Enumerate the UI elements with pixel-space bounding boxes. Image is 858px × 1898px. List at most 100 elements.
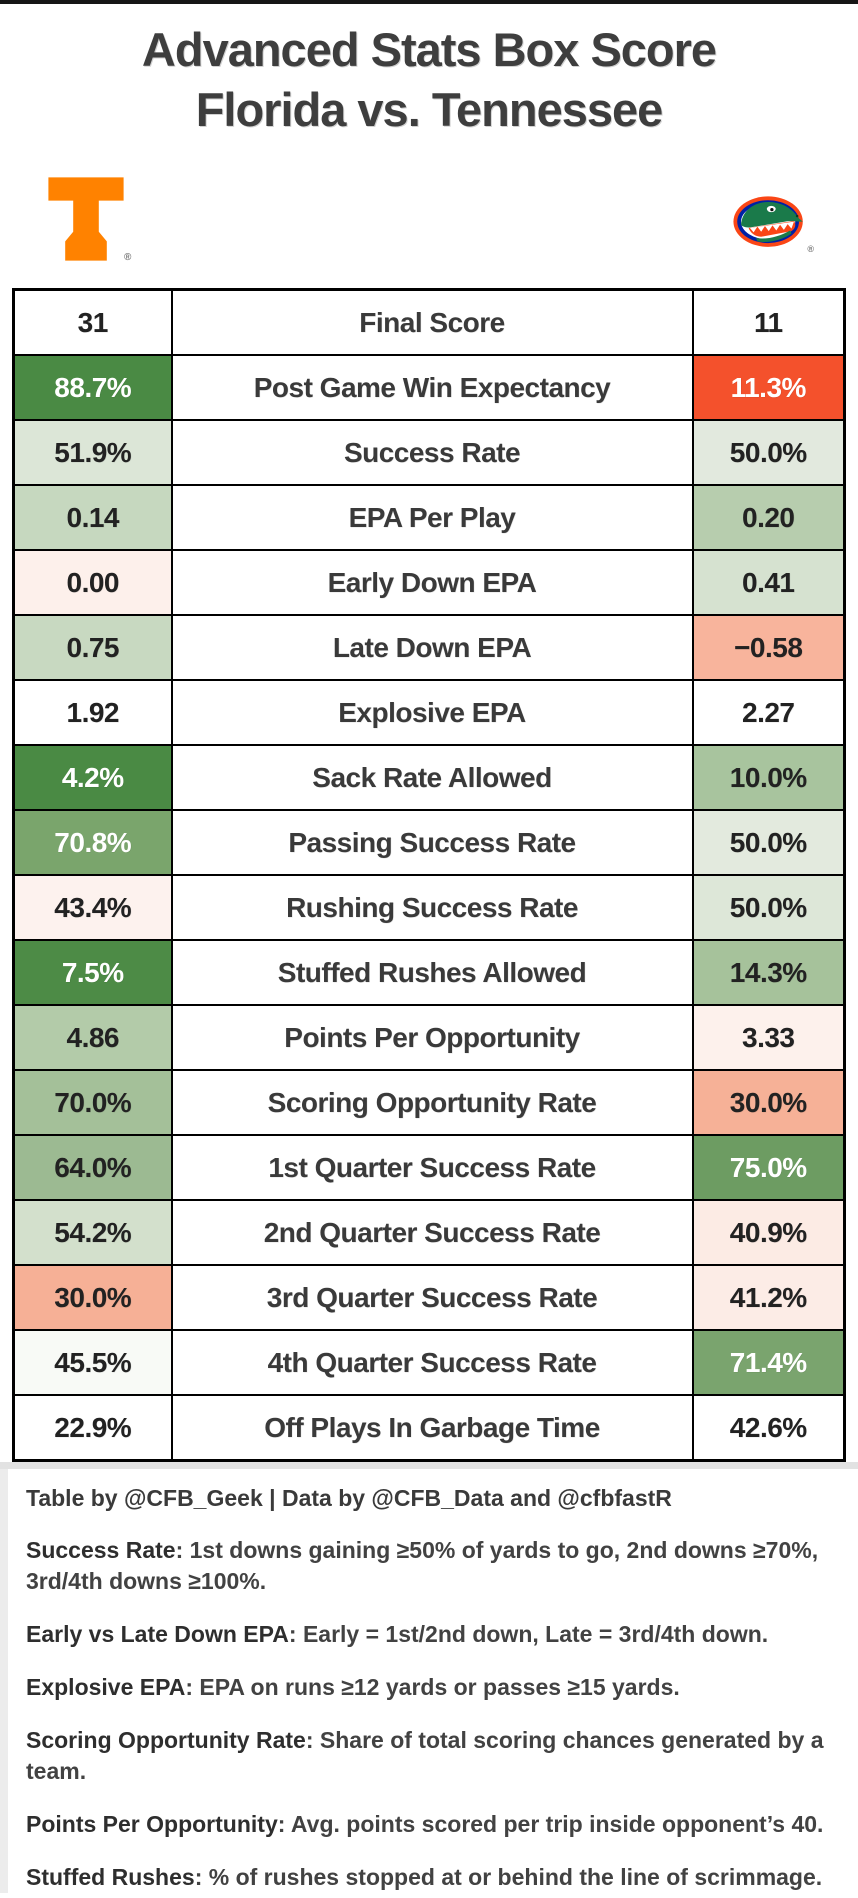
footnote-term: Success Rate: [26, 1537, 176, 1563]
metric-label-cell: Rushing Success Rate: [170, 874, 694, 941]
footer: Table by @CFB_Geek | Data by @CFB_Data a…: [0, 1469, 858, 1893]
footnote-description: : Avg. points scored per trip inside opp…: [277, 1811, 824, 1837]
tennessee-registered-mark: ®: [124, 252, 132, 263]
table-row: 88.7% Post Game Win Expectancy 11.3%: [12, 354, 846, 421]
page-title: Advanced Stats Box Score Florida vs. Ten…: [0, 20, 858, 140]
table-row: 51.9% Success Rate 50.0%: [12, 419, 846, 486]
florida-stat-value-cell: 14.3%: [691, 939, 846, 1006]
florida-stat-value-cell: 50.0%: [691, 809, 846, 876]
page-title-line1: Advanced Stats Box Score: [141, 23, 717, 76]
metric-label-cell: 2nd Quarter Success Rate: [170, 1199, 694, 1266]
tennessee-stat-value-cell: 1.92: [12, 679, 173, 746]
footnote-description: : % of rushes stopped at or behind the l…: [194, 1864, 823, 1890]
table-row: 43.4% Rushing Success Rate 50.0%: [12, 874, 846, 941]
footnote-description: : 1st downs gaining ≥50% of yards to go,…: [26, 1537, 819, 1594]
metric-label-cell: 1st Quarter Success Rate: [170, 1134, 694, 1201]
table-row: 70.8% Passing Success Rate 50.0%: [12, 809, 846, 876]
florida-stat-value-cell: 30.0%: [691, 1069, 846, 1136]
florida-stat-value-cell: 71.4%: [691, 1329, 846, 1396]
tennessee-stat-value-cell: 4.86: [12, 1004, 173, 1071]
footnote-term: Points Per Opportunity: [26, 1811, 278, 1837]
florida-stat-value-cell: 0.20: [691, 484, 846, 551]
florida-stat-value-cell: 11: [691, 288, 846, 356]
tennessee-stat-value-cell: 54.2%: [12, 1199, 173, 1266]
metric-label-cell: Scoring Opportunity Rate: [170, 1069, 694, 1136]
top-border: [0, 0, 858, 4]
florida-stat-value-cell: 50.0%: [691, 419, 846, 486]
footnote-term: Early vs Late Down EPA: [26, 1621, 289, 1647]
footnote: Scoring Opportunity Rate: Share of total…: [26, 1725, 834, 1787]
florida-stat-value-cell: 3.33: [691, 1004, 846, 1071]
table-shadow: [0, 1462, 858, 1469]
table-row: 45.5% 4th Quarter Success Rate 71.4%: [12, 1329, 846, 1396]
footnote: Explosive EPA: EPA on runs ≥12 yards or …: [26, 1672, 834, 1703]
table-row: 4.2% Sack Rate Allowed 10.0%: [12, 744, 846, 811]
footnote-term: Explosive EPA: [26, 1674, 186, 1700]
metric-label-cell: Sack Rate Allowed: [170, 744, 694, 811]
metric-label-cell: 4th Quarter Success Rate: [170, 1329, 694, 1396]
florida-gators-logo: [733, 196, 803, 247]
metric-label-cell: Off Plays In Garbage Time: [170, 1394, 694, 1462]
metric-label-cell: Success Rate: [170, 419, 694, 486]
tennessee-stat-value-cell: 45.5%: [12, 1329, 173, 1396]
footnote-description: : EPA on runs ≥12 yards or passes ≥15 ya…: [185, 1674, 680, 1700]
tennessee-stat-value-cell: 30.0%: [12, 1264, 173, 1331]
table-row: 0.00 Early Down EPA 0.41: [12, 549, 846, 616]
footnote-term: Stuffed Rushes: [26, 1864, 195, 1890]
metric-label-cell: 3rd Quarter Success Rate: [170, 1264, 694, 1331]
footnote: Early vs Late Down EPA: Early = 1st/2nd …: [26, 1619, 834, 1650]
tennessee-stat-value-cell: 70.0%: [12, 1069, 173, 1136]
metric-label-cell: Post Game Win Expectancy: [170, 354, 694, 421]
table-row: 1.92 Explosive EPA 2.27: [12, 679, 846, 746]
florida-stat-value-cell: 40.9%: [691, 1199, 846, 1266]
tennessee-logo: [48, 177, 124, 261]
team-logos-row: ® ®: [0, 140, 858, 288]
credit-line: Table by @CFB_Geek | Data by @CFB_Data a…: [26, 1485, 672, 1511]
tennessee-stat-value-cell: 88.7%: [12, 354, 173, 421]
table-row: 4.86 Points Per Opportunity 3.33: [12, 1004, 846, 1071]
florida-stat-value-cell: 50.0%: [691, 874, 846, 941]
tennessee-stat-value-cell: 31: [12, 288, 173, 356]
advanced-stats-table: 31 Final Score 11 88.7% Post Game Win Ex…: [12, 288, 846, 1462]
florida-stat-value-cell: 10.0%: [691, 744, 846, 811]
florida-stat-value-cell: 42.6%: [691, 1394, 846, 1462]
footnote: Stuffed Rushes: % of rushes stopped at o…: [26, 1862, 834, 1893]
tennessee-stat-value-cell: 7.5%: [12, 939, 173, 1006]
florida-stat-value-cell: −0.58: [691, 614, 846, 681]
table-row: 30.0% 3rd Quarter Success Rate 41.2%: [12, 1264, 846, 1331]
florida-stat-value-cell: 0.41: [691, 549, 846, 616]
tennessee-stat-value-cell: 0.00: [12, 549, 173, 616]
florida-stat-value-cell: 2.27: [691, 679, 846, 746]
stats-table-body: 31 Final Score 11 88.7% Post Game Win Ex…: [12, 288, 846, 1462]
metric-label-cell: Stuffed Rushes Allowed: [170, 939, 694, 1006]
metric-label-cell: Final Score: [170, 288, 694, 356]
tennessee-stat-value-cell: 22.9%: [12, 1394, 173, 1462]
metric-label-cell: EPA Per Play: [170, 484, 694, 551]
page-title-line2: Florida vs. Tennessee: [195, 83, 664, 136]
tennessee-stat-value-cell: 43.4%: [12, 874, 173, 941]
footnote-description: : Early = 1st/2nd down, Late = 3rd/4th d…: [288, 1621, 769, 1647]
table-row: 54.2% 2nd Quarter Success Rate 40.9%: [12, 1199, 846, 1266]
footnotes: Success Rate: 1st downs gaining ≥50% of …: [26, 1535, 834, 1893]
tennessee-stat-value-cell: 51.9%: [12, 419, 173, 486]
florida-registered-mark: ®: [807, 244, 814, 254]
florida-stat-value-cell: 11.3%: [691, 354, 846, 421]
table-row: 64.0% 1st Quarter Success Rate 75.0%: [12, 1134, 846, 1201]
footnote: Points Per Opportunity: Avg. points scor…: [26, 1809, 834, 1840]
table-row: 70.0% Scoring Opportunity Rate 30.0%: [12, 1069, 846, 1136]
table-row: 0.75 Late Down EPA −0.58: [12, 614, 846, 681]
metric-label-cell: Points Per Opportunity: [170, 1004, 694, 1071]
florida-stat-value-cell: 75.0%: [691, 1134, 846, 1201]
tennessee-stat-value-cell: 64.0%: [12, 1134, 173, 1201]
tennessee-stat-value-cell: 0.75: [12, 614, 173, 681]
table-row: 7.5% Stuffed Rushes Allowed 14.3%: [12, 939, 846, 1006]
tennessee-stat-value-cell: 70.8%: [12, 809, 173, 876]
florida-stat-value-cell: 41.2%: [691, 1264, 846, 1331]
tennessee-stat-value-cell: 0.14: [12, 484, 173, 551]
metric-label-cell: Late Down EPA: [170, 614, 694, 681]
table-row: 31 Final Score 11: [12, 288, 846, 356]
tennessee-stat-value-cell: 4.2%: [12, 744, 173, 811]
table-row: 0.14 EPA Per Play 0.20: [12, 484, 846, 551]
metric-label-cell: Passing Success Rate: [170, 809, 694, 876]
footnote-description: : Share of total scoring chances generat…: [26, 1727, 824, 1784]
